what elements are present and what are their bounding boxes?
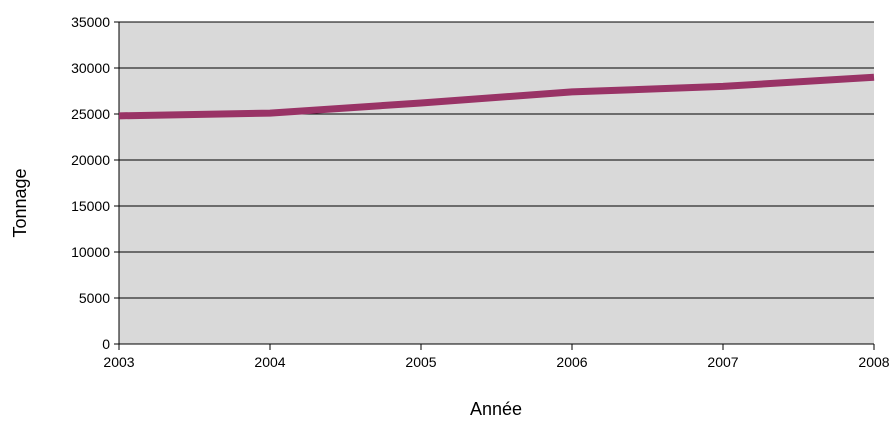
x-tick-label: 2006: [556, 354, 587, 370]
axes: [118, 22, 874, 345]
y-axis-title: Tonnage: [10, 168, 30, 237]
y-tick-label: 30000: [71, 60, 110, 76]
y-tick-label: 0: [102, 336, 110, 352]
y-tick-label: 20000: [71, 152, 110, 168]
x-tick-label: 2007: [707, 354, 738, 370]
x-tick-label: 2005: [405, 354, 436, 370]
y-tick-label: 5000: [79, 290, 110, 306]
plot-area: [119, 22, 874, 344]
series-line: [118, 73, 875, 120]
x-tick-label: 2004: [254, 354, 285, 370]
y-tick-label: 10000: [71, 244, 110, 260]
y-tick-label: 25000: [71, 106, 110, 122]
y-tick-labels: 0 5000 10000 15000 20000 25000 30000 35000: [71, 14, 119, 352]
x-tick-label: 2008: [858, 354, 889, 370]
x-tick-labels: 2003 2004 2005 2006 2007 2008: [103, 344, 890, 370]
x-tick-label: 2003: [103, 354, 134, 370]
data-series: [118, 73, 875, 120]
y-tick-label: 15000: [71, 198, 110, 214]
y-tick-label: 35000: [71, 14, 110, 30]
x-axis-title: Année: [470, 399, 522, 419]
